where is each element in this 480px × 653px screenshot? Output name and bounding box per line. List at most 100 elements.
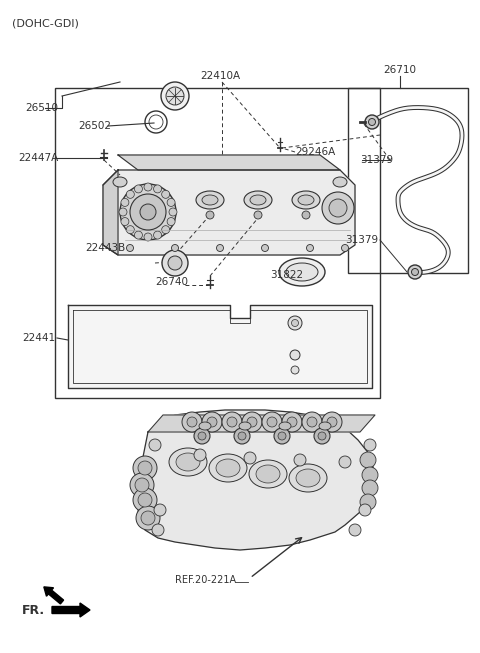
- Circle shape: [287, 417, 297, 427]
- Circle shape: [194, 428, 210, 444]
- Circle shape: [154, 504, 166, 516]
- Circle shape: [411, 268, 419, 276]
- Circle shape: [262, 412, 282, 432]
- Circle shape: [166, 87, 184, 105]
- Circle shape: [307, 417, 317, 427]
- Circle shape: [121, 199, 129, 206]
- Ellipse shape: [279, 422, 291, 430]
- Circle shape: [182, 412, 202, 432]
- Ellipse shape: [202, 195, 218, 205]
- Text: 26710: 26710: [384, 65, 417, 75]
- Circle shape: [360, 494, 376, 510]
- Circle shape: [288, 316, 302, 330]
- Ellipse shape: [298, 195, 314, 205]
- Circle shape: [282, 412, 302, 432]
- Circle shape: [227, 417, 237, 427]
- Ellipse shape: [196, 191, 224, 209]
- Text: 22447A: 22447A: [18, 153, 58, 163]
- Text: 22443B: 22443B: [85, 243, 125, 253]
- Circle shape: [171, 244, 179, 251]
- Circle shape: [362, 480, 378, 496]
- Circle shape: [168, 256, 182, 270]
- Circle shape: [329, 199, 347, 217]
- Text: 22441: 22441: [22, 333, 55, 343]
- Text: 26740: 26740: [155, 277, 188, 287]
- Circle shape: [291, 366, 299, 374]
- Circle shape: [161, 82, 189, 110]
- Ellipse shape: [292, 191, 320, 209]
- Circle shape: [322, 412, 342, 432]
- Circle shape: [198, 432, 206, 440]
- Circle shape: [206, 211, 214, 219]
- Circle shape: [207, 417, 217, 427]
- Circle shape: [234, 428, 250, 444]
- Ellipse shape: [239, 422, 251, 430]
- Circle shape: [136, 506, 160, 530]
- Text: FR.: FR.: [22, 603, 45, 616]
- Text: 31379: 31379: [360, 155, 393, 165]
- Circle shape: [369, 118, 375, 125]
- Circle shape: [291, 319, 299, 326]
- Circle shape: [135, 478, 149, 492]
- Circle shape: [359, 504, 371, 516]
- Circle shape: [138, 461, 152, 475]
- Ellipse shape: [250, 195, 266, 205]
- Circle shape: [133, 456, 157, 480]
- Circle shape: [140, 204, 156, 220]
- Circle shape: [127, 244, 133, 251]
- Circle shape: [238, 432, 246, 440]
- FancyArrow shape: [44, 587, 64, 604]
- Polygon shape: [138, 410, 375, 550]
- Circle shape: [167, 199, 175, 206]
- Ellipse shape: [289, 464, 327, 492]
- Polygon shape: [118, 155, 340, 170]
- Circle shape: [408, 265, 422, 279]
- Ellipse shape: [209, 454, 247, 482]
- Circle shape: [162, 226, 169, 234]
- Circle shape: [365, 115, 379, 129]
- Circle shape: [360, 452, 376, 468]
- Ellipse shape: [169, 448, 207, 476]
- Circle shape: [133, 488, 157, 512]
- Circle shape: [294, 454, 306, 466]
- Circle shape: [322, 192, 354, 224]
- Circle shape: [267, 417, 277, 427]
- Polygon shape: [68, 305, 372, 388]
- Circle shape: [216, 244, 224, 251]
- Ellipse shape: [199, 422, 211, 430]
- Circle shape: [318, 432, 326, 440]
- Ellipse shape: [249, 460, 287, 488]
- Ellipse shape: [244, 191, 272, 209]
- Circle shape: [274, 428, 290, 444]
- Circle shape: [254, 211, 262, 219]
- Circle shape: [302, 211, 310, 219]
- Circle shape: [262, 244, 268, 251]
- Polygon shape: [148, 415, 375, 432]
- Text: 22410A: 22410A: [200, 71, 240, 81]
- Ellipse shape: [286, 263, 318, 281]
- Circle shape: [154, 185, 162, 193]
- Circle shape: [202, 412, 222, 432]
- Circle shape: [222, 412, 242, 432]
- Ellipse shape: [113, 177, 127, 187]
- Circle shape: [278, 432, 286, 440]
- Ellipse shape: [319, 422, 331, 430]
- Circle shape: [121, 217, 129, 225]
- Circle shape: [302, 412, 322, 432]
- Circle shape: [130, 473, 154, 497]
- Circle shape: [144, 183, 152, 191]
- Circle shape: [364, 439, 376, 451]
- Polygon shape: [103, 170, 118, 255]
- Ellipse shape: [176, 453, 200, 471]
- Circle shape: [167, 217, 175, 225]
- Circle shape: [130, 194, 166, 230]
- Circle shape: [134, 185, 143, 193]
- Circle shape: [154, 231, 162, 239]
- Circle shape: [149, 439, 161, 451]
- Text: 26510: 26510: [25, 103, 58, 113]
- Circle shape: [138, 493, 152, 507]
- Circle shape: [169, 208, 177, 216]
- Text: (DOHC-GDI): (DOHC-GDI): [12, 18, 79, 28]
- Circle shape: [247, 417, 257, 427]
- FancyArrow shape: [52, 603, 90, 617]
